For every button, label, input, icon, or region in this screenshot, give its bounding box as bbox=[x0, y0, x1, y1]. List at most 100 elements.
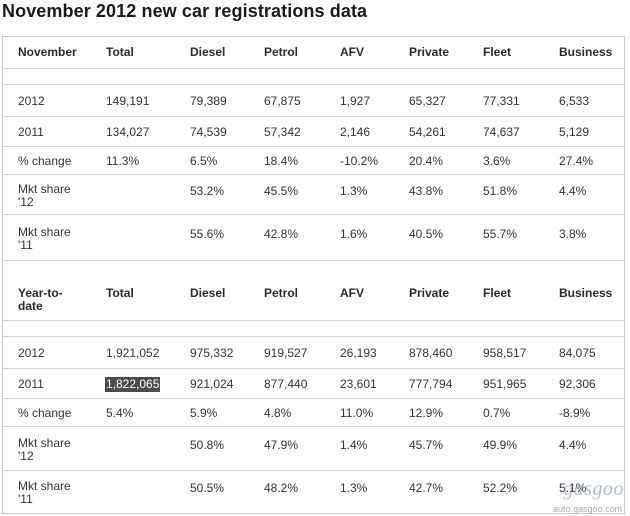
cell-afv: 1.3% bbox=[340, 184, 368, 198]
header-business: Business bbox=[559, 45, 613, 59]
cell-total: 149,191 bbox=[106, 94, 150, 108]
spacer-row bbox=[2, 320, 625, 336]
header-period: Year-to-date bbox=[18, 286, 63, 313]
cell-total: 134,027 bbox=[106, 125, 150, 139]
cell-business: 5,129 bbox=[559, 125, 590, 139]
spacer-row bbox=[2, 68, 625, 84]
cell-business: 4.4% bbox=[559, 184, 587, 198]
cell-afv: 1.3% bbox=[340, 481, 368, 495]
watermark: gasgoo auto.gasgoo.com bbox=[528, 478, 624, 514]
row-label: Mkt share '11 bbox=[18, 479, 71, 506]
cell-private: 40.5% bbox=[409, 227, 444, 241]
cell-afv: 11.0% bbox=[340, 406, 374, 420]
cell-petrol: 67,875 bbox=[264, 94, 301, 108]
cell-business: 3.8% bbox=[559, 227, 587, 241]
cell-petrol: 18.4% bbox=[264, 154, 299, 168]
cell-diesel: 74,539 bbox=[190, 125, 227, 139]
cell-petrol: 42.8% bbox=[264, 227, 299, 241]
cell-fleet: 3.6% bbox=[483, 154, 511, 168]
table-row: Mkt share '11 55.6% 42.8% 1.6% 40.5% 55.… bbox=[2, 214, 625, 260]
cell-petrol: 4.8% bbox=[264, 406, 292, 420]
cell-fleet: 74,637 bbox=[483, 125, 520, 139]
header-diesel: Diesel bbox=[190, 45, 226, 59]
header-total: Total bbox=[106, 286, 134, 300]
cell-diesel: 50.5% bbox=[190, 481, 225, 495]
cell-fleet: 958,517 bbox=[483, 346, 527, 360]
cell-diesel: 6.5% bbox=[190, 154, 218, 168]
table-row: 2012 149,191 79,389 67,875 1,927 65,327 … bbox=[2, 84, 625, 116]
row-label: Mkt share '12 bbox=[18, 182, 71, 209]
cell-business: 4.4% bbox=[559, 438, 587, 452]
cell-business: 27.4% bbox=[559, 154, 594, 168]
row-label: 2011 bbox=[18, 125, 44, 139]
table-row: 2011 1,822,065 921,024 877,440 23,601 77… bbox=[2, 368, 625, 398]
cell-private: 12.9% bbox=[409, 406, 444, 420]
cell-fleet: 52.2% bbox=[483, 481, 518, 495]
table-row: % change 11.3% 6.5% 18.4% -10.2% 20.4% 3… bbox=[2, 146, 625, 174]
cell-diesel: 50.8% bbox=[190, 438, 225, 452]
cell-total: 11.3% bbox=[106, 154, 140, 168]
cell-petrol: 48.2% bbox=[264, 481, 299, 495]
november-header-row: November Total Diesel Petrol AFV Private… bbox=[2, 36, 625, 68]
cell-petrol: 877,440 bbox=[264, 377, 308, 391]
cell-afv: -10.2% bbox=[340, 154, 379, 168]
header-diesel: Diesel bbox=[190, 286, 226, 300]
cell-total: 5.4% bbox=[106, 406, 134, 420]
cell-diesel: 79,389 bbox=[190, 94, 227, 108]
watermark-url: auto.gasgoo.com bbox=[552, 504, 622, 514]
header-period: November bbox=[18, 45, 77, 59]
cell-business: 5.1% bbox=[559, 481, 587, 495]
page-title: November 2012 new car registrations data bbox=[2, 1, 368, 21]
header-petrol: Petrol bbox=[264, 286, 299, 300]
cell-fleet: 55.7% bbox=[483, 227, 518, 241]
cell-fleet: 77,331 bbox=[483, 94, 520, 108]
row-label: 2011 bbox=[18, 377, 44, 391]
cell-private: 878,460 bbox=[409, 346, 453, 360]
table-row: Mkt share '12 53.2% 45.5% 1.3% 43.8% 51.… bbox=[2, 174, 625, 214]
cell-total: 1,921,052 bbox=[106, 346, 160, 360]
cell-fleet: 951,965 bbox=[483, 377, 527, 391]
cell-afv: 2,146 bbox=[340, 125, 371, 139]
header-business: Business bbox=[559, 286, 613, 300]
cell-fleet: 49.9% bbox=[483, 438, 518, 452]
cell-private: 20.4% bbox=[409, 154, 444, 168]
cell-private: 45.7% bbox=[409, 438, 444, 452]
header-afv: AFV bbox=[340, 286, 364, 300]
cell-diesel: 55.6% bbox=[190, 227, 225, 241]
cell-business: 6,533 bbox=[559, 94, 590, 108]
header-fleet: Fleet bbox=[483, 286, 512, 300]
cell-afv: 1.6% bbox=[340, 227, 368, 241]
cell-petrol: 919,527 bbox=[264, 346, 308, 360]
cell-business: 92,306 bbox=[559, 377, 596, 391]
cell-diesel: 975,332 bbox=[190, 346, 234, 360]
row-label: % change bbox=[18, 406, 72, 420]
cell-diesel: 921,024 bbox=[190, 377, 234, 391]
header-petrol: Petrol bbox=[264, 45, 299, 59]
cell-private: 777,794 bbox=[409, 377, 453, 391]
table-row: Mkt share '12 50.8% 47.9% 1.4% 45.7% 49.… bbox=[2, 426, 625, 470]
registrations-table bbox=[2, 36, 625, 514]
cell-afv: 23,601 bbox=[340, 377, 377, 391]
row-label: 2012 bbox=[18, 94, 45, 108]
cell-petrol: 45.5% bbox=[264, 184, 299, 198]
header-fleet: Fleet bbox=[483, 45, 512, 59]
cell-total-selected[interactable]: 1,822,065 bbox=[105, 377, 161, 392]
cell-diesel: 53.2% bbox=[190, 184, 225, 198]
header-private: Private bbox=[409, 45, 450, 59]
table-row: 2012 1,921,052 975,332 919,527 26,193 87… bbox=[2, 336, 625, 368]
cell-private: 54,261 bbox=[409, 125, 446, 139]
header-total: Total bbox=[106, 45, 134, 59]
cell-afv: 26,193 bbox=[340, 346, 377, 360]
cell-petrol: 57,342 bbox=[264, 125, 301, 139]
row-label: % change bbox=[18, 154, 72, 168]
row-label: Mkt share '12 bbox=[18, 436, 71, 463]
cell-diesel: 5.9% bbox=[190, 406, 218, 420]
cell-afv: 1.4% bbox=[340, 438, 368, 452]
table-row: % change 5.4% 5.9% 4.8% 11.0% 12.9% 0.7%… bbox=[2, 398, 625, 426]
ytd-header-row: Year-to-date Total Diesel Petrol AFV Pri… bbox=[2, 260, 625, 320]
cell-business: 84,075 bbox=[559, 346, 596, 360]
cell-petrol: 47.9% bbox=[264, 438, 299, 452]
row-label: Mkt share '11 bbox=[18, 225, 71, 252]
header-private: Private bbox=[409, 286, 450, 300]
row-label: 2012 bbox=[18, 346, 45, 360]
